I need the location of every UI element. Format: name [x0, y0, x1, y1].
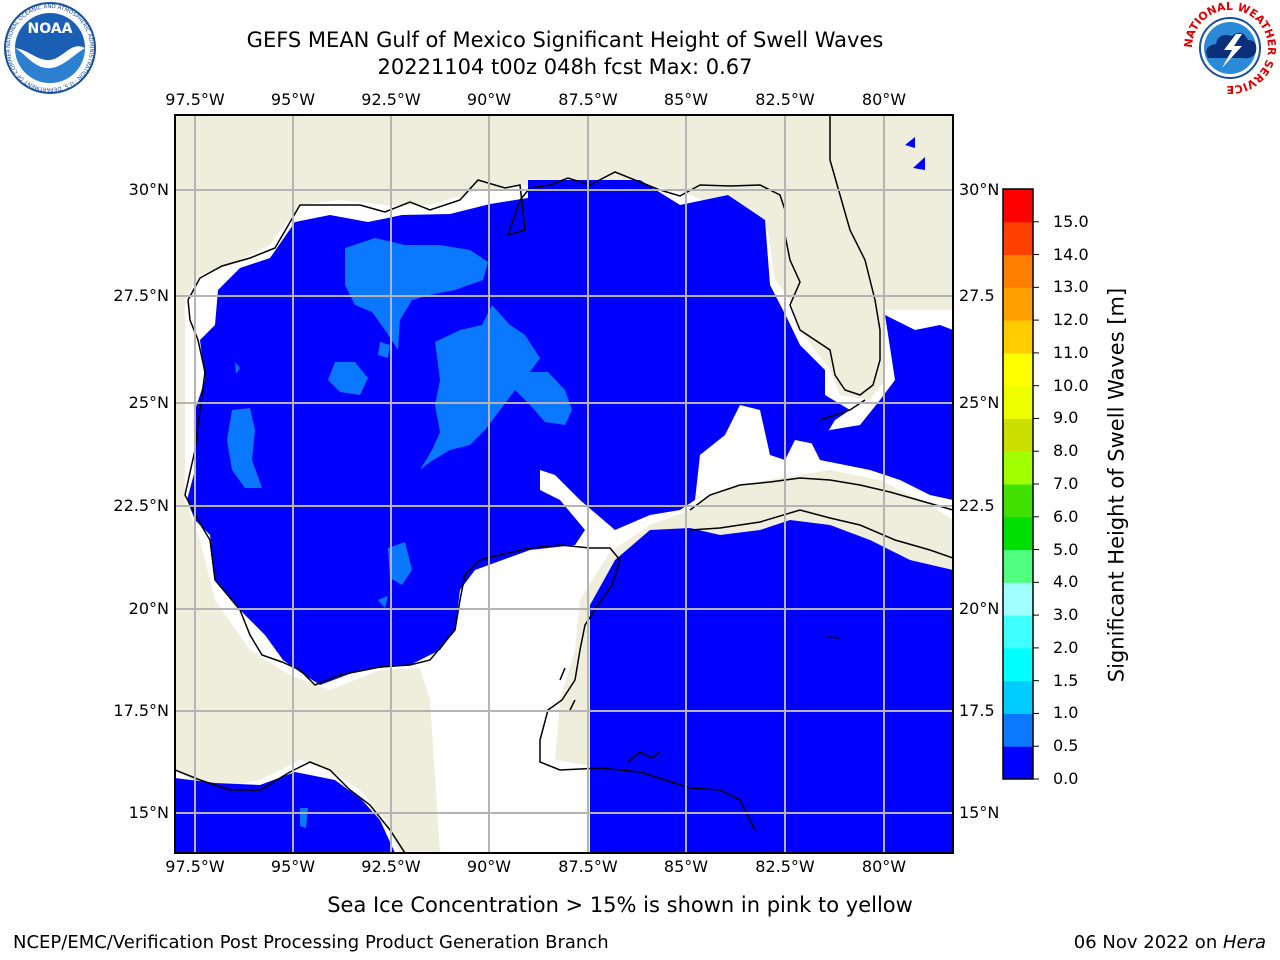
lat-label-right: 25°N: [959, 393, 1000, 412]
colorbar-band: [1003, 320, 1033, 354]
colorbar-tick-label: 0.5: [1053, 736, 1079, 756]
island-ocean-patch-2: [913, 157, 925, 170]
lat-label-right: 22.5: [959, 496, 995, 515]
colorbar-band: [1003, 713, 1033, 747]
lat-label-right: 17.5: [959, 701, 995, 720]
colorbar-bands: [1003, 189, 1033, 780]
colorbar-band: [1003, 647, 1033, 682]
colorbar-band: [1003, 254, 1033, 288]
lon-label-bottom: 87.5°W: [558, 857, 618, 876]
footer-branch: NCEP/EMC/Verification Post Processing Pr…: [13, 932, 609, 953]
colorbar-band: [1003, 549, 1033, 583]
colorbar-ticks: [1033, 221, 1039, 780]
colorbar-band: [1003, 418, 1033, 452]
colorbar-band: [1003, 385, 1033, 419]
lat-label-left: 25°N: [128, 393, 169, 412]
noaa-logo: NOAA NATIONAL OCEANIC AND ATMOSPHERIC AD…: [0, 0, 96, 94]
colorbar-tick-label: 1.5: [1053, 670, 1079, 690]
lat-label-left: 17.5°N: [113, 701, 169, 720]
colorbar-tick-label: 12.0: [1053, 310, 1089, 330]
lon-label-bottom: 82.5°W: [755, 857, 815, 876]
lon-label-bottom: 92.5°W: [361, 857, 421, 876]
colorbar-band: [1003, 516, 1033, 551]
lat-label-left: 22.5°N: [113, 496, 169, 515]
lat-label-left: 15°N: [128, 803, 169, 822]
colorbar-tick-label: 9.0: [1053, 408, 1079, 428]
colorbar-tick-label: 3.0: [1053, 605, 1079, 625]
map-frame: [174, 114, 954, 854]
colorbar-tick-label: 5.0: [1053, 539, 1079, 559]
colorbar-band: [1003, 189, 1033, 223]
colorbar-tick-label: 15.0: [1053, 211, 1089, 231]
colorbar-band: [1003, 287, 1033, 321]
lat-label-right: 30°N: [959, 180, 1000, 199]
ocean-caribbean: [590, 520, 953, 853]
lon-label-top: 80°W: [861, 90, 907, 109]
colorbar-band: [1003, 221, 1033, 256]
colorbar-band: [1003, 582, 1033, 616]
graticule: [175, 115, 953, 853]
lat-label-left: 30°N: [128, 180, 169, 199]
noaa-text: NOAA: [28, 21, 73, 37]
colorbar-tick-label: 14.0: [1053, 244, 1089, 264]
lat-label-right: 15°N: [959, 803, 1000, 822]
colorbar-tick-label: 6.0: [1053, 506, 1079, 526]
colorbar-band: [1003, 615, 1033, 649]
colorbar-tick-label: 2.0: [1053, 637, 1079, 657]
chart-subtitle: 20221104 t00z 048h fcst Max: 0.67: [377, 55, 753, 79]
lon-label-top: 85°W: [663, 90, 709, 109]
lat-label-right: 27.5: [959, 286, 995, 305]
lon-label-bottom: 95°W: [270, 857, 316, 876]
lon-label-top: 97.5°W: [165, 90, 225, 109]
colorbar-tick-label: 13.0: [1053, 277, 1089, 297]
colorbar-tick-label: 1.0: [1053, 703, 1079, 723]
footer-date: 06 Nov 2022 on: [1073, 932, 1223, 953]
lon-label-bottom: 90°W: [466, 857, 512, 876]
colorbar-band: [1003, 680, 1033, 714]
colorbar-band: [1003, 746, 1033, 780]
colorbar-band: [1003, 451, 1033, 485]
lon-label-top: 95°W: [270, 90, 316, 109]
coastlines: [175, 115, 953, 853]
colorbar-title: Significant Height of Swell Waves [m]: [1104, 287, 1129, 683]
footer-timestamp: 06 Nov 2022 on Hera: [1074, 933, 1266, 953]
logos: NOAA NATIONAL OCEANIC AND ATMOSPHERIC AD…: [0, 0, 1278, 96]
swell-patches: [227, 238, 572, 828]
lon-label-bottom: 80°W: [861, 857, 907, 876]
colorbar-frame: [1002, 188, 1034, 780]
lon-label-bottom: 85°W: [663, 857, 709, 876]
ocean-gulf: [187, 180, 850, 685]
lon-label-bottom: 97.5°W: [165, 857, 225, 876]
lat-label-right: 20°N: [959, 599, 1000, 618]
colorbar-tick-label: 8.0: [1053, 441, 1079, 461]
ocean-atlantic: [810, 315, 953, 500]
colorbar-tick-label: 7.0: [1053, 474, 1079, 493]
lat-label-left: 20°N: [128, 599, 169, 618]
colorbar-tick-label: 0.0: [1053, 769, 1079, 788]
colorbar-tick-label: 10.0: [1053, 375, 1089, 395]
lat-label-left: 27.5°N: [113, 286, 169, 305]
lon-label-top: 82.5°W: [755, 90, 815, 109]
colorbar-band: [1003, 484, 1033, 518]
sea-ice-note: Sea Ice Concentration > 15% is shown in …: [327, 893, 913, 917]
footer-machine: Hera: [1222, 932, 1266, 953]
chart-title: GEFS MEAN Gulf of Mexico Significant Hei…: [246, 28, 884, 52]
colorbar-band: [1003, 352, 1033, 387]
lon-label-top: 90°W: [466, 90, 512, 109]
colorbar-tick-label: 11.0: [1053, 342, 1089, 362]
island-ocean-patch-1: [905, 137, 915, 148]
lon-label-top: 92.5°W: [361, 90, 421, 109]
colorbar-tick-label: 4.0: [1053, 572, 1079, 592]
lon-label-top: 87.5°W: [558, 90, 618, 109]
